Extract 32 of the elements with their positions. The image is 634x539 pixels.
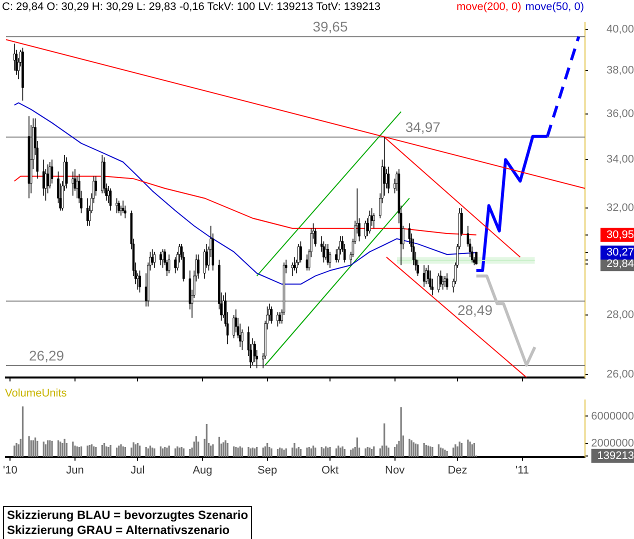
y-tick-label: 34,00 [606, 154, 634, 166]
ref-line-label: 28,49 [457, 302, 493, 318]
x-tick-label: '10 [3, 464, 18, 476]
text: Skizzierung BLAU = bevorzugtes Szenario [7, 508, 248, 522]
x-tick-label: Nov [385, 464, 406, 476]
chart-title: VolumeUnits [5, 388, 68, 400]
y-tick-label: 32,00 [606, 202, 634, 214]
text: move(50, 0) [525, 1, 584, 13]
x-tick-label: Okt [321, 464, 339, 476]
y-tick-label: 26,00 [606, 368, 634, 380]
ref-line-label: 26,29 [29, 347, 64, 364]
x-tick-label: '11 [516, 464, 530, 476]
y-tick-label: 139213 [597, 450, 634, 462]
y-tick-label: 36,00 [606, 108, 634, 120]
x-tick-label: Dez [448, 464, 468, 476]
text: move(200, 0) [456, 1, 522, 13]
x-tick-label: Jun [66, 464, 84, 476]
y-tick-label: 28,00 [606, 309, 634, 322]
chart-title: C: 29,84 O: 30,29 H: 30,29 L: 29,83 -0,16 TckV: 100 LV: 139213 TotV: 139213 [2, 1, 381, 13]
y-tick-label: 30,95 [606, 228, 634, 241]
x-tick-label: Jul [130, 464, 145, 476]
y-tick-label: 2000000 [591, 437, 634, 450]
x-tick-label: Aug [192, 464, 212, 476]
y-tick-label: 38,00 [606, 64, 634, 77]
ref-line-label: 39,65 [312, 18, 348, 34]
ref-line-label: 34,97 [405, 118, 441, 135]
y-tick-label: 30,27 [606, 246, 634, 259]
y-tick-label: 6000000 [591, 410, 634, 422]
x-tick-label: Sep [258, 464, 278, 476]
y-tick-label: 40,00 [606, 24, 634, 36]
y-tick-label: 29,84 [606, 258, 634, 270]
text: Skizzierung GRAU = Alternativszenario [7, 523, 230, 537]
